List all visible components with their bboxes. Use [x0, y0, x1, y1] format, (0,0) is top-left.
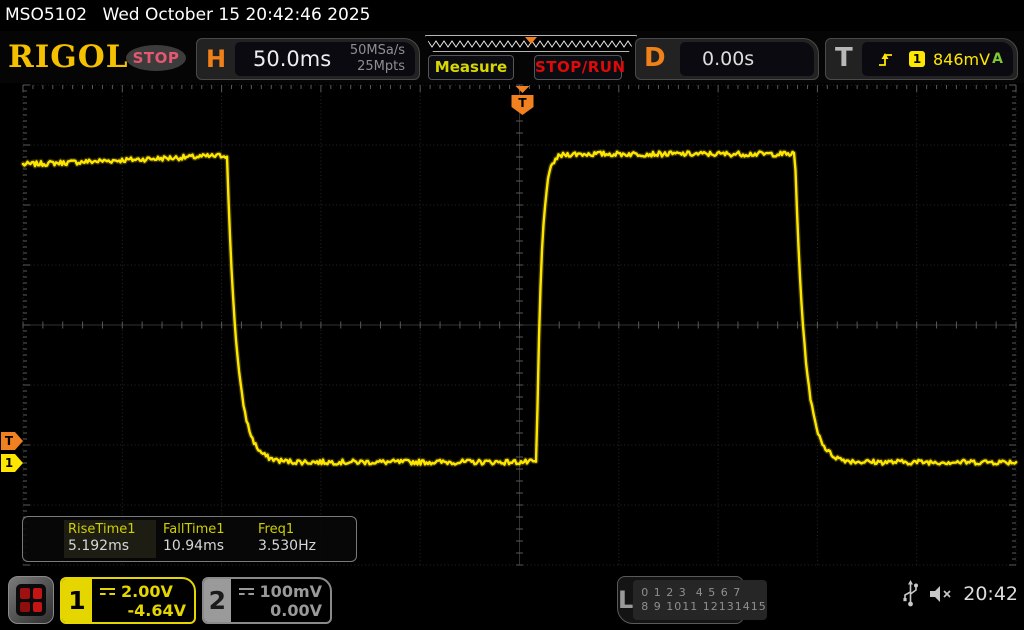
channel2-offset: 0.00V	[270, 601, 322, 620]
bottom-status-bar: 1 2.00V -4.64V 2 100mV 0.00V L 0 1 2 3	[0, 570, 1024, 630]
dc-coupling-icon	[100, 588, 115, 595]
measurement-label: FallTime1	[163, 522, 225, 537]
channel1-scale: 2.00V	[121, 582, 173, 601]
speaker-muted-icon	[930, 586, 951, 602]
measurement-value: 10.94ms	[163, 538, 225, 554]
usb-icon	[903, 580, 919, 607]
overview-zigzag	[426, 36, 636, 51]
overview-trigger-pointer[interactable]	[525, 37, 537, 44]
delay-settings-box[interactable]: D 0.00s	[635, 38, 819, 80]
delay-value: 0.00s	[702, 48, 755, 70]
ch1-waveform	[21, 150, 1018, 466]
channel-overview-button[interactable]	[8, 576, 54, 624]
trigger-level-value: 846mV	[933, 49, 991, 69]
measure-button[interactable]: Measure	[428, 55, 514, 80]
rigol-logo: RIGOL	[8, 39, 129, 75]
horizontal-settings-box[interactable]: H 50.0ms 50MSa/s 25Mpts	[196, 38, 420, 80]
measurement-value: 3.530Hz	[258, 538, 316, 554]
model-label: MSO5102	[5, 5, 88, 25]
rising-edge-trigger-icon	[879, 52, 892, 66]
logic-row2: 8 9 1011 12131415	[641, 600, 767, 613]
channel1-reference-marker[interactable]	[1, 454, 23, 472]
top-info-bar: MSO5102 Wed October 15 20:42:46 2025	[0, 0, 1024, 31]
trigger-position-flag[interactable]	[511, 95, 534, 115]
channel2-status-box[interactable]: 2 100mV 0.00V	[202, 577, 332, 624]
waveform-overview-strip[interactable]	[425, 35, 637, 52]
channel2-values: 100mV 0.00V	[231, 579, 330, 622]
measurement-cell-risetime[interactable]: RiseTime1 5.192ms	[64, 520, 156, 558]
horizontal-inner: 50.0ms 50MSa/s 25Mpts	[235, 42, 415, 76]
red-square-icon	[32, 601, 42, 612]
measurement-label: Freq1	[258, 522, 295, 537]
channel-overview-grid	[16, 584, 46, 616]
channel1-reference-letter: 1	[5, 456, 13, 470]
channel2-number: 2	[204, 579, 231, 622]
datetime-label: Wed October 15 20:42:46 2025	[102, 5, 371, 25]
logic-row1: 0 1 2 3 4 5 6 7	[641, 586, 742, 599]
measurement-label: RiseTime1	[68, 522, 136, 537]
acquisition-status-badge: STOP	[126, 45, 186, 71]
trigger-position-letter: T	[518, 96, 527, 110]
logic-label: L	[618, 586, 634, 614]
measurement-panel: RiseTime1 5.192ms FallTime1 10.94ms Freq…	[22, 516, 357, 562]
trigger-level-marker[interactable]	[1, 432, 23, 450]
channel1-number: 1	[62, 579, 92, 622]
channel1-offset: -4.64V	[127, 601, 187, 620]
channel2-scale: 100mV	[259, 582, 322, 601]
trigger-level-letter: T	[5, 434, 14, 448]
sample-rate-block: 50MSa/s 25Mpts	[350, 43, 405, 75]
delay-label: D	[644, 43, 666, 73]
red-square-icon	[32, 588, 42, 599]
sample-rate-value: 50MSa/s	[349, 43, 405, 58]
dc-coupling-icon	[238, 588, 254, 595]
trigger-label: T	[835, 43, 853, 73]
status-icons: 20:42	[902, 580, 1018, 608]
measurement-cell-freq[interactable]: Freq1 3.530Hz	[254, 520, 346, 558]
red-square-icon	[20, 601, 30, 612]
memory-depth-value: 25Mpts	[357, 59, 405, 74]
channel1-status-box[interactable]: 1 2.00V -4.64V	[60, 577, 196, 624]
header-bar: RIGOL STOP H 50.0ms 50MSa/s 25Mpts Measu…	[0, 31, 1024, 83]
measurement-value: 5.192ms	[68, 538, 130, 554]
clock: 20:42	[963, 583, 1018, 605]
trigger-source-badge: 1	[909, 51, 925, 67]
timebase-value: 50.0ms	[253, 47, 332, 71]
channel1-values: 2.00V -4.64V	[92, 579, 194, 622]
trigger-inner: 1 846mV A	[862, 42, 1013, 76]
red-square-icon	[20, 588, 30, 599]
measurement-cell-falltime[interactable]: FallTime1 10.94ms	[159, 520, 251, 558]
delay-inner: 0.00s	[680, 42, 814, 76]
trigger-sweep-mode: A	[992, 51, 1003, 67]
trigger-settings-box[interactable]: T 1 846mV A	[825, 38, 1018, 80]
stop-run-button[interactable]: STOP/RUN	[534, 55, 625, 80]
horizontal-label: H	[206, 45, 227, 73]
trigger-position-pointer[interactable]	[515, 86, 530, 93]
